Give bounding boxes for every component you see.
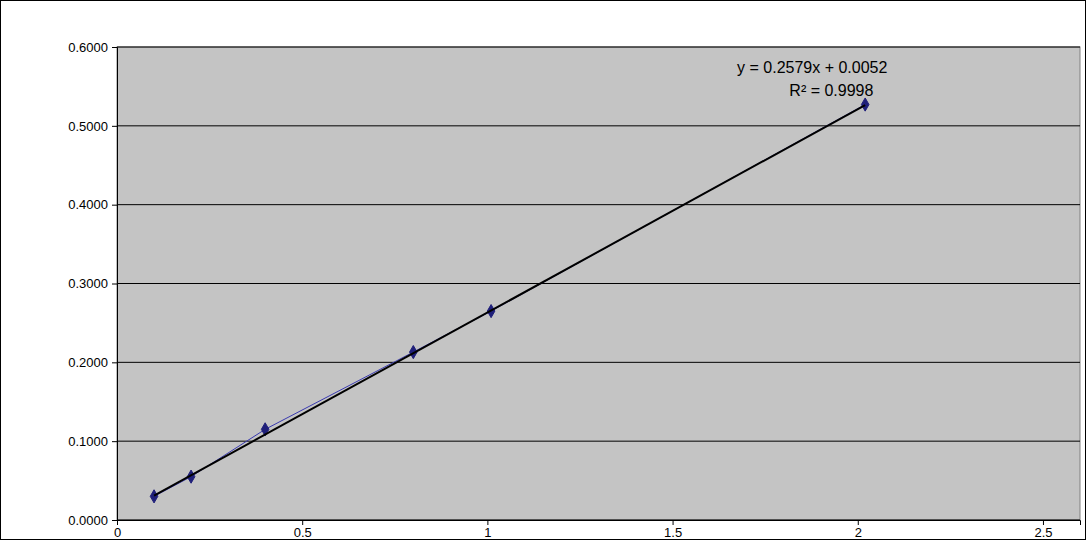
tick-mark [112,126,117,127]
tick: 0.0000 [68,513,117,528]
point [861,98,869,111]
tick-mark [112,205,117,206]
tick: 1.5 [664,520,682,540]
y-axis: 0.0000 0.1000 0.2000 0.3000 0.4000 0.5000 0.60… [68,40,117,528]
plot-area [117,47,1080,520]
tick-label: 2.5 [1034,525,1052,540]
tick-label: 0.5 [294,525,312,540]
tick: 0.2000 [68,355,117,370]
annotation: R² = 0.9998 [789,82,873,99]
tick-mark [112,362,117,363]
tick-label: 0 [114,525,121,540]
tick: 0.4000 [68,197,117,212]
grid-line [117,47,1080,48]
tick: 0.3000 [68,276,117,291]
tick-label: 0.0000 [68,513,108,528]
tick-mark [112,47,117,48]
plot: 0.0000 0.1000 0.2000 0.3000 0.4000 0.5000 0.60… [68,40,1080,540]
marks [150,98,869,503]
tick: 0.5000 [68,118,117,133]
series-line [154,105,865,497]
tick-label: 0.5000 [68,118,108,133]
tick-label: 0.4000 [68,197,108,212]
grid-line [117,125,1080,126]
tick-mark [112,520,117,521]
tick: 0.5 [294,520,312,540]
tick: 1 [484,520,491,540]
annotation: y = 0.2579x + 0.0052 [737,59,887,76]
tick-label: 1.5 [664,525,682,540]
grid-line [117,441,1080,442]
tick-label: 0.6000 [68,40,108,55]
tick: 2 [855,520,862,540]
tick-mark [112,441,117,442]
tick: 0 [114,520,121,540]
tick-label: 2 [855,525,862,540]
tick: 0.1000 [68,434,117,449]
tick-label: 0.3000 [68,276,108,291]
point [150,490,158,503]
x-axis: 0 0.5 1 1.5 2 2.5 [114,520,1081,540]
tick-label: 1 [484,525,491,540]
tick-label: 0.1000 [68,434,108,449]
axis-line [112,48,118,521]
axis-line [118,521,1081,526]
grid-line [117,283,1080,284]
tick: 2.5 [1034,520,1052,540]
tick: 0.6000 [68,40,117,55]
chart-border [1,1,1086,540]
tick-label: 0.2000 [68,355,108,370]
grid [117,47,1080,520]
trend-line [154,105,865,495]
tick-mark [112,284,117,285]
grid-line [117,362,1080,363]
grid-line [117,204,1080,205]
annotations: y = 0.2579x + 0.0052 R² = 0.9998 [737,59,887,100]
chart: 0.0000 0.1000 0.2000 0.3000 0.4000 0.5000 0.60… [0,0,1086,540]
